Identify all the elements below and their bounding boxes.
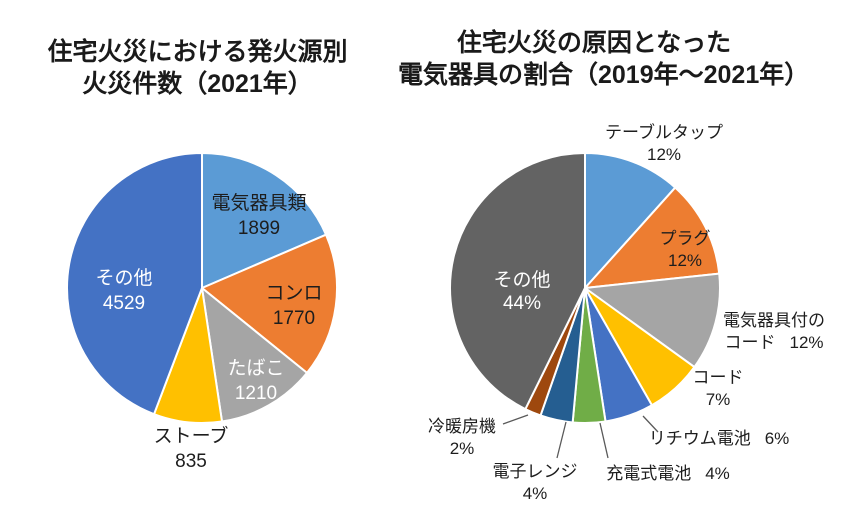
slice-label-heating-cooling: 冷暖房機 2%	[372, 416, 552, 460]
slice-label-plug: プラグ 12%	[595, 228, 775, 272]
slice-value-text: 1770	[272, 308, 316, 329]
slice-value-text: 6%	[764, 429, 790, 448]
pie-slice-その他	[449, 152, 586, 411]
slice-label-power-strip: テーブルタップ 12%	[574, 122, 754, 166]
slice-value-text: 12%	[646, 145, 682, 164]
right-pie-chart	[449, 152, 721, 424]
slice-label-others-left: その他 4529	[44, 266, 204, 316]
pie-slice-たばこ	[201, 287, 308, 423]
left-chart-title: 住宅火災における発火源別 火災件数（2021年）	[10, 36, 385, 100]
right-chart-title: 住宅火災の原因となった 電気器具の割合（2019年～2021年）	[398, 27, 810, 91]
slice-value-text: 12%	[667, 251, 703, 270]
slice-value-text: 4529	[102, 293, 146, 314]
slice-label-text: コード	[692, 368, 744, 387]
pie-slice-電気器具類	[201, 152, 328, 289]
slice-value-text: 12%	[789, 333, 824, 352]
pie-slice-テーブルタップ	[584, 152, 677, 289]
slice-label-tobacco: たばこ 1210	[176, 356, 336, 406]
slice-label-appliance-cord: 電気器具付の コード 12%	[699, 310, 844, 354]
left-pie-chart	[66, 152, 339, 424]
right-chart-title-line2: 電気器具の割合（2019年～2021年）	[398, 61, 810, 89]
slice-label-lithium-battery: リチウム電池 6%	[619, 428, 819, 450]
slice-label-cord: コード 7%	[628, 367, 808, 411]
slice-label-text: その他	[95, 268, 153, 289]
slice-label-text: 電気器具付の	[723, 311, 825, 330]
slice-value-text: 1899	[237, 218, 281, 239]
slice-value-text: 7%	[705, 390, 731, 409]
slice-label-konro: コンロ 1770	[214, 281, 374, 331]
slice-label-rechargeable-battery: 充電式電池 4%	[568, 463, 768, 485]
slice-value-text: 4%	[522, 484, 548, 503]
slice-label-text: ストーブ	[153, 426, 229, 447]
slice-label-microwave: 電子レンジ 4%	[445, 461, 625, 505]
slice-label-text: コード	[724, 333, 776, 352]
leader-line-rechargeable-battery	[599, 422, 609, 459]
pie-slice-電気器具付のコード	[584, 272, 721, 369]
pie-slice-コンロ	[201, 233, 339, 374]
slice-value-text: 2%	[449, 439, 475, 458]
pie-slice-プラグ	[584, 186, 721, 289]
slice-label-text: たばこ	[227, 358, 285, 379]
right-chart-title-line1: 住宅火災の原因となった	[456, 29, 732, 57]
pie-slice-その他	[66, 152, 203, 416]
slice-label-text: プラグ	[659, 229, 711, 248]
slice-label-text: リチウム電池	[648, 429, 751, 448]
slice-value-text: 835	[175, 451, 207, 472]
left-chart-title-line1: 住宅火災における発火源別	[47, 38, 348, 66]
slice-label-text: その他	[493, 270, 551, 291]
slice-label-text: テーブルタップ	[605, 123, 723, 142]
slice-value-text: 1210	[234, 383, 278, 404]
slice-label-text: 冷暖房機	[428, 417, 496, 436]
slice-label-text: 電子レンジ	[492, 462, 578, 481]
slice-label-line2: コード 12%	[699, 332, 844, 354]
slice-label-text: 電気器具類	[211, 193, 307, 214]
slice-label-others-right: その他 44%	[432, 269, 612, 315]
slice-label-text: 充電式電池	[606, 464, 692, 483]
slice-value-text: 4%	[705, 464, 730, 483]
slice-label-electric-appliances: 電気器具類 1899	[179, 191, 339, 241]
slice-label-stove-heater: ストーブ 835	[111, 424, 271, 474]
slice-value-text: 44%	[502, 293, 542, 314]
left-chart-title-line2: 火災件数（2021年）	[82, 70, 313, 98]
slice-label-text: コンロ	[265, 283, 323, 304]
